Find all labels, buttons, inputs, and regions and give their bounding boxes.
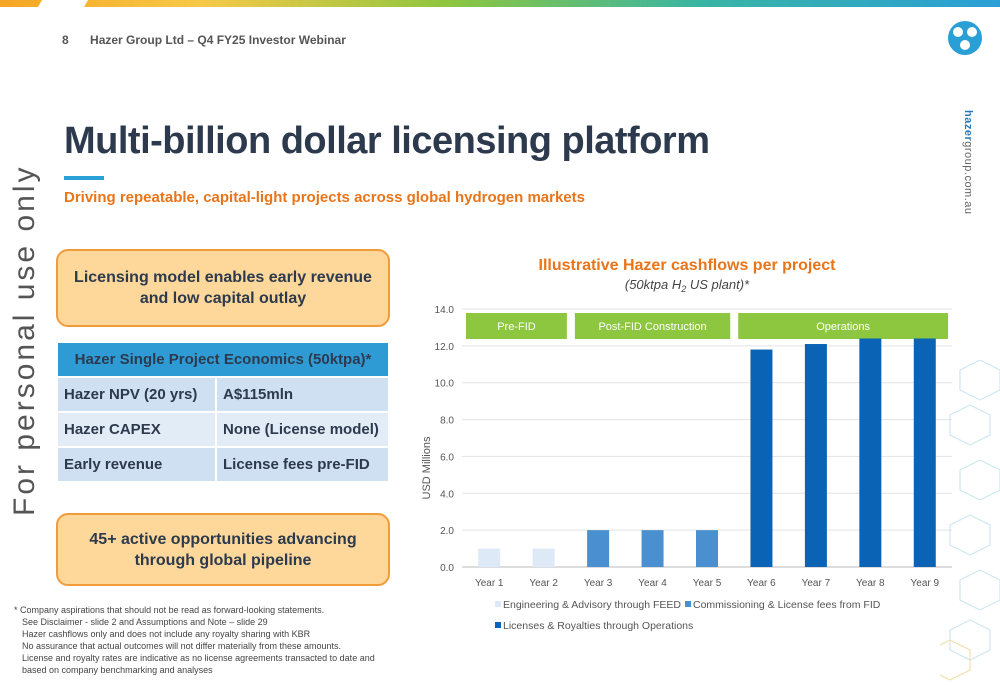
phase-band bbox=[466, 313, 567, 339]
economics-label: Hazer NPV (20 yrs) bbox=[56, 376, 217, 413]
header-text: Hazer Group Ltd – Q4 FY25 Investor Webin… bbox=[90, 33, 346, 47]
x-tick-label: Year 2 bbox=[529, 578, 558, 589]
x-tick-label: Year 7 bbox=[802, 578, 831, 589]
x-tick-label: Year 6 bbox=[747, 578, 776, 589]
table-row: Hazer CAPEX None (License model) bbox=[56, 411, 390, 448]
callout-licensing-text: Licensing model enables early revenue an… bbox=[74, 269, 372, 307]
x-tick-label: Year 3 bbox=[584, 578, 613, 589]
economics-label: Hazer CAPEX bbox=[56, 411, 217, 448]
bar bbox=[641, 530, 664, 567]
chart-legend: Engineering & Advisory through FEED Commi… bbox=[495, 599, 881, 632]
website-url[interactable]: hazergroup.com.au bbox=[962, 110, 974, 215]
footnote-line: License and royalty rates are indicative… bbox=[22, 653, 375, 663]
y-tick-label: 2.0 bbox=[440, 526, 454, 537]
legend-label: Licenses & Royalties through Operations bbox=[503, 620, 693, 632]
bar bbox=[532, 548, 555, 567]
legend-swatch bbox=[495, 601, 501, 607]
chart-subtitle-post: US plant)* bbox=[686, 277, 750, 292]
economics-value: A$115mln bbox=[215, 376, 390, 413]
cashflow-chart: Illustrative Hazer cashflows per project… bbox=[421, 257, 952, 632]
website-bold: hazer bbox=[962, 110, 974, 142]
bar bbox=[750, 349, 773, 567]
page-title: Multi-billion dollar licensing platform bbox=[64, 120, 710, 162]
phase-band bbox=[574, 313, 731, 339]
top-bar-notch bbox=[37, 0, 89, 7]
watermark: For personal use only bbox=[8, 164, 41, 516]
y-tick-label: 12.0 bbox=[435, 342, 455, 353]
bar bbox=[804, 344, 827, 567]
economics-label: Early revenue bbox=[56, 446, 217, 483]
legend-label: Engineering & Advisory through FEED bbox=[503, 599, 681, 611]
y-tick-label: 6.0 bbox=[440, 452, 454, 463]
x-tick-labels: Year 1 Year 2 Year 3 Year 4 Year 5 Year 6 Year… bbox=[475, 578, 940, 589]
bar bbox=[696, 530, 718, 567]
economics-heading: Hazer Single Project Economics (50ktpa)* bbox=[56, 341, 390, 378]
top-gradient-bar bbox=[0, 0, 1000, 7]
chart-subtitle-sub: 2 bbox=[680, 284, 686, 294]
footnote-line: Hazer cashflows only and does not includ… bbox=[22, 629, 311, 639]
y-tick-label: 8.0 bbox=[440, 416, 454, 427]
website-rest: group.com.au bbox=[962, 141, 974, 215]
bar bbox=[478, 548, 501, 567]
callout-licensing: Licensing model enables early revenue an… bbox=[56, 249, 390, 327]
footnotes: * Company aspirations that should not be… bbox=[14, 604, 375, 676]
chart-bars bbox=[478, 338, 936, 567]
footnote-line: based on company benchmarking and analys… bbox=[22, 665, 213, 675]
hexagon-decoration bbox=[940, 360, 1000, 681]
bar bbox=[587, 530, 610, 567]
footnote-line: * Company aspirations that should not be… bbox=[14, 605, 325, 615]
title-underline bbox=[64, 176, 104, 180]
economics-value: License fees pre-FID bbox=[215, 446, 390, 483]
y-axis-label: USD Millions bbox=[421, 436, 433, 499]
y-tick-label: 0.0 bbox=[440, 563, 454, 574]
phase-label: Post-FID Construction bbox=[598, 321, 706, 333]
phase-label: Operations bbox=[816, 321, 870, 333]
phase-band bbox=[738, 313, 948, 339]
hazer-logo-icon bbox=[948, 21, 982, 55]
x-tick-label: Year 5 bbox=[693, 578, 722, 589]
x-tick-label: Year 1 bbox=[475, 578, 504, 589]
legend-swatch bbox=[495, 622, 501, 628]
bar bbox=[859, 338, 882, 567]
table-row: Early revenue License fees pre-FID bbox=[56, 446, 390, 483]
y-tick-label: 4.0 bbox=[440, 489, 454, 500]
legend-label: Commissioning & License fees from FID bbox=[693, 599, 881, 611]
callout-opportunities: 45+ active opportunities advancing throu… bbox=[56, 513, 390, 586]
chart-title: Illustrative Hazer cashflows per project bbox=[539, 257, 837, 274]
x-tick-label: Year 4 bbox=[638, 578, 667, 589]
legend-swatch bbox=[685, 601, 691, 607]
bar bbox=[913, 338, 936, 567]
chart-subtitle: (50ktpa H2 US plant)* bbox=[625, 277, 750, 294]
slide-header: 8 Hazer Group Ltd – Q4 FY25 Investor Web… bbox=[62, 33, 346, 47]
footnote-line: No assurance that actual outcomes will n… bbox=[22, 641, 341, 651]
y-tick-label: 14.0 bbox=[435, 305, 455, 316]
chart-subtitle-pre: (50ktpa H bbox=[625, 277, 682, 292]
footnote-line: See Disclaimer - slide 2 and Assumptions… bbox=[22, 617, 268, 627]
table-row: Hazer NPV (20 yrs) A$115mln bbox=[56, 376, 390, 413]
economics-value: None (License model) bbox=[215, 411, 390, 448]
phase-label: Pre-FID bbox=[497, 321, 536, 333]
page-number: 8 bbox=[62, 33, 69, 47]
phase-bands: Pre-FID Post-FID Construction Operations bbox=[466, 313, 948, 339]
page-subtitle: Driving repeatable, capital-light projec… bbox=[64, 189, 585, 206]
x-tick-label: Year 9 bbox=[911, 578, 940, 589]
callout-opportunities-text: 45+ active opportunities advancing throu… bbox=[89, 530, 357, 569]
x-tick-label: Year 8 bbox=[856, 578, 885, 589]
y-tick-label: 10.0 bbox=[435, 379, 455, 390]
economics-table: Hazer Single Project Economics (50ktpa)*… bbox=[56, 341, 390, 483]
